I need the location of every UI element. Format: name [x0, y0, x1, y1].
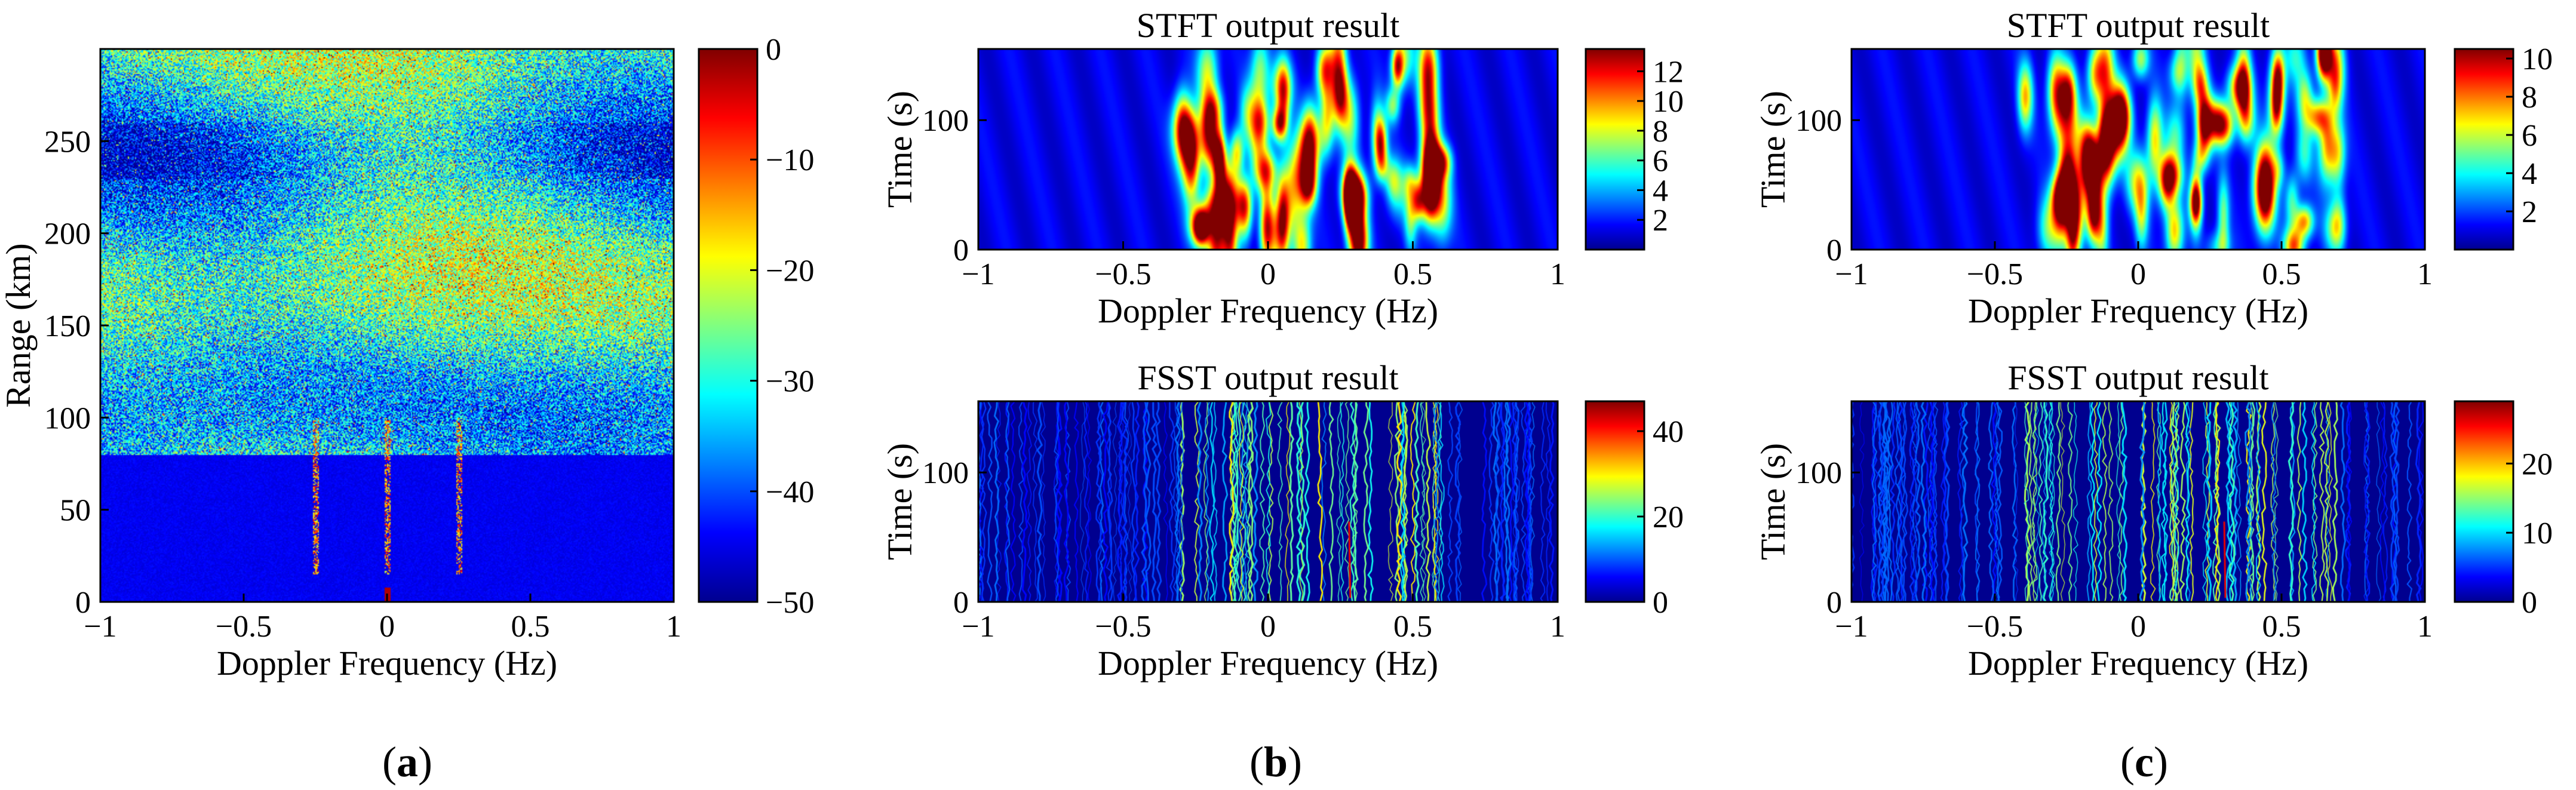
x-axis-label: Doppler Frequency (Hz): [1968, 291, 2308, 330]
y-tick-label: 100: [1795, 456, 1842, 490]
colorbar-tick-label: 20: [1653, 500, 1684, 534]
y-tick-label: 50: [60, 494, 91, 528]
x-tick-label: 1: [666, 610, 681, 644]
x-tick-label: −0.5: [1967, 257, 2023, 291]
panel-a-range-doppler-map: −1 −0.5 0 0.5 1 0 50 100 150 200 250 Doppler Freque…: [0, 33, 814, 683]
x-axis-label: Doppler Frequency (Hz): [1098, 644, 1438, 683]
colorbar-tick-label: 4: [2522, 157, 2537, 191]
chart-title: STFT output result: [1137, 6, 1399, 45]
x-axis-label: Doppler Frequency (Hz): [217, 644, 557, 683]
colorbar-tick-label: −30: [766, 365, 814, 399]
x-tick-label: 1: [2417, 610, 2433, 644]
heatmap-image-a: [100, 49, 674, 602]
colorbar-tick-label: 10: [2522, 517, 2553, 551]
y-tick-label: 100: [922, 456, 969, 490]
x-tick-label: −0.5: [216, 610, 272, 644]
x-tick-label: −1: [1835, 610, 1868, 644]
panel-label-c: (c): [2120, 738, 2168, 786]
x-tick-label: 0.5: [511, 610, 550, 644]
x-axis-label: Doppler Frequency (Hz): [1098, 291, 1438, 330]
y-tick-label: 250: [44, 125, 91, 159]
colorbar: [698, 48, 759, 603]
x-tick-label: −1: [84, 610, 116, 644]
heatmap-image-b-stft: [978, 49, 1558, 250]
heatmap-image-c-stft: [1852, 49, 2425, 250]
x-tick-label: 0: [1260, 610, 1276, 644]
colorbar: [1585, 400, 1645, 603]
y-tick-label: 0: [75, 586, 91, 620]
panel-label-b: (b): [1249, 738, 1302, 786]
colorbar-tick-label: −40: [766, 475, 814, 509]
x-tick-label: 0.5: [2262, 257, 2301, 291]
x-tick-label: −1: [962, 257, 994, 291]
x-tick-label: −0.5: [1967, 610, 2023, 644]
x-tick-label: 0: [379, 610, 395, 644]
x-tick-label: 0: [1260, 257, 1276, 291]
y-axis-label: Time (s): [880, 91, 919, 208]
colorbar-tick-label: 4: [1653, 174, 1668, 208]
heatmap-image-c-fsst: [1852, 401, 2425, 602]
colorbar-tick-label: 0: [1653, 586, 1668, 620]
colorbar-tick-label: −50: [766, 586, 814, 620]
x-tick-label: −0.5: [1095, 257, 1151, 291]
colorbar: [2454, 48, 2514, 251]
colorbar: [2454, 400, 2514, 603]
colorbar-tick-label: 0: [2522, 586, 2537, 620]
x-tick-label: −0.5: [1095, 610, 1151, 644]
y-tick-label: 100: [1795, 104, 1842, 138]
colorbar-tick-label: 2: [2522, 195, 2537, 229]
y-axis-label: Time (s): [1754, 91, 1792, 208]
colorbar-tick-label: 6: [1653, 145, 1668, 179]
colorbar-tick-label: 0: [766, 33, 781, 67]
x-tick-label: −1: [962, 610, 994, 644]
colorbar-tick-label: 40: [1653, 415, 1684, 449]
chart-title: FSST output result: [1137, 358, 1398, 397]
y-tick-label: 150: [44, 309, 91, 343]
x-tick-label: 0.5: [2262, 610, 2301, 644]
x-axis-label: Doppler Frequency (Hz): [1968, 644, 2308, 683]
colorbar-tick-label: −20: [766, 254, 814, 288]
colorbar-tick-label: 6: [2522, 119, 2537, 153]
colorbar: [1585, 48, 1645, 251]
x-tick-label: 0.5: [1393, 610, 1432, 644]
y-axis-label: Range (km): [0, 243, 38, 407]
panel-label-a: (a): [382, 738, 432, 786]
y-tick-label: 0: [953, 586, 969, 620]
y-axis-label: Time (s): [1754, 443, 1792, 560]
y-tick-label: 100: [922, 104, 969, 138]
colorbar-tick-label: 8: [2522, 81, 2537, 115]
y-tick-label: 0: [1826, 586, 1842, 620]
y-tick-label: 0: [953, 233, 969, 268]
x-tick-label: 0: [2130, 610, 2146, 644]
x-tick-label: 0.5: [1393, 257, 1432, 291]
colorbar-tick-label: 2: [1653, 204, 1668, 238]
colorbar-tick-label: 20: [2522, 447, 2553, 481]
colorbar-tick-label: 8: [1653, 115, 1668, 149]
heatmap-image-b-fsst: [978, 401, 1558, 602]
colorbar-tick-label: 10: [1653, 85, 1684, 119]
x-tick-label: 1: [1550, 257, 1565, 291]
x-tick-label: 0: [2130, 257, 2146, 291]
y-axis-label: Time (s): [880, 443, 919, 560]
chart-title: STFT output result: [2007, 6, 2270, 45]
y-tick-label: 0: [1826, 233, 1842, 268]
y-tick-label: 100: [44, 401, 91, 435]
x-tick-label: −1: [1835, 257, 1868, 291]
y-tick-label: 200: [44, 217, 91, 251]
chart-title: FSST output result: [2007, 358, 2268, 397]
colorbar-tick-label: 10: [2522, 42, 2553, 76]
panel-b-fsst-plot: −1 −0.5 0 0.5 1 0 100 Doppler Frequency (Hz) Tim…: [880, 358, 1684, 683]
x-tick-label: 1: [1550, 610, 1565, 644]
colorbar-tick-label: 12: [1653, 55, 1684, 89]
x-tick-label: 1: [2417, 257, 2433, 291]
colorbar-tick-label: −10: [766, 143, 814, 177]
